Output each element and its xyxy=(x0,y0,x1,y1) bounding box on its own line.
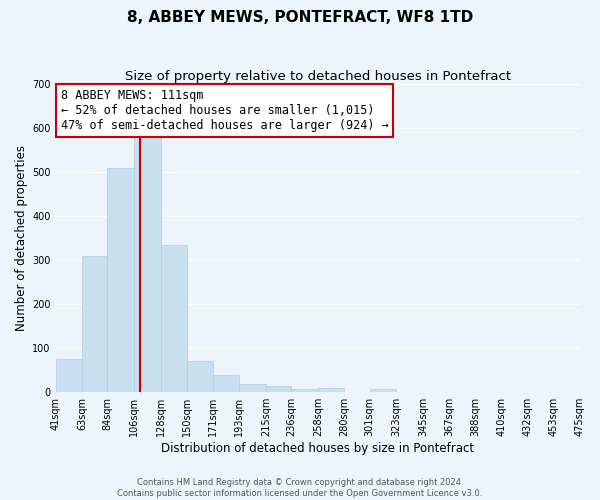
Bar xyxy=(239,384,266,392)
Bar xyxy=(107,168,134,392)
Bar xyxy=(370,388,397,392)
Bar xyxy=(56,359,82,392)
Bar xyxy=(187,362,212,392)
Bar xyxy=(212,374,239,392)
Y-axis label: Number of detached properties: Number of detached properties xyxy=(15,145,28,331)
Text: 8, ABBEY MEWS, PONTEFRACT, WF8 1TD: 8, ABBEY MEWS, PONTEFRACT, WF8 1TD xyxy=(127,10,473,25)
Bar xyxy=(266,386,291,392)
Text: Contains HM Land Registry data © Crown copyright and database right 2024.
Contai: Contains HM Land Registry data © Crown c… xyxy=(118,478,482,498)
Bar xyxy=(318,388,344,392)
Bar xyxy=(161,245,187,392)
Bar xyxy=(134,137,161,392)
Text: 8 ABBEY MEWS: 111sqm
← 52% of detached houses are smaller (1,015)
47% of semi-de: 8 ABBEY MEWS: 111sqm ← 52% of detached h… xyxy=(61,89,389,132)
Bar xyxy=(291,388,318,392)
X-axis label: Distribution of detached houses by size in Pontefract: Distribution of detached houses by size … xyxy=(161,442,475,455)
Title: Size of property relative to detached houses in Pontefract: Size of property relative to detached ho… xyxy=(125,70,511,83)
Bar xyxy=(82,256,107,392)
